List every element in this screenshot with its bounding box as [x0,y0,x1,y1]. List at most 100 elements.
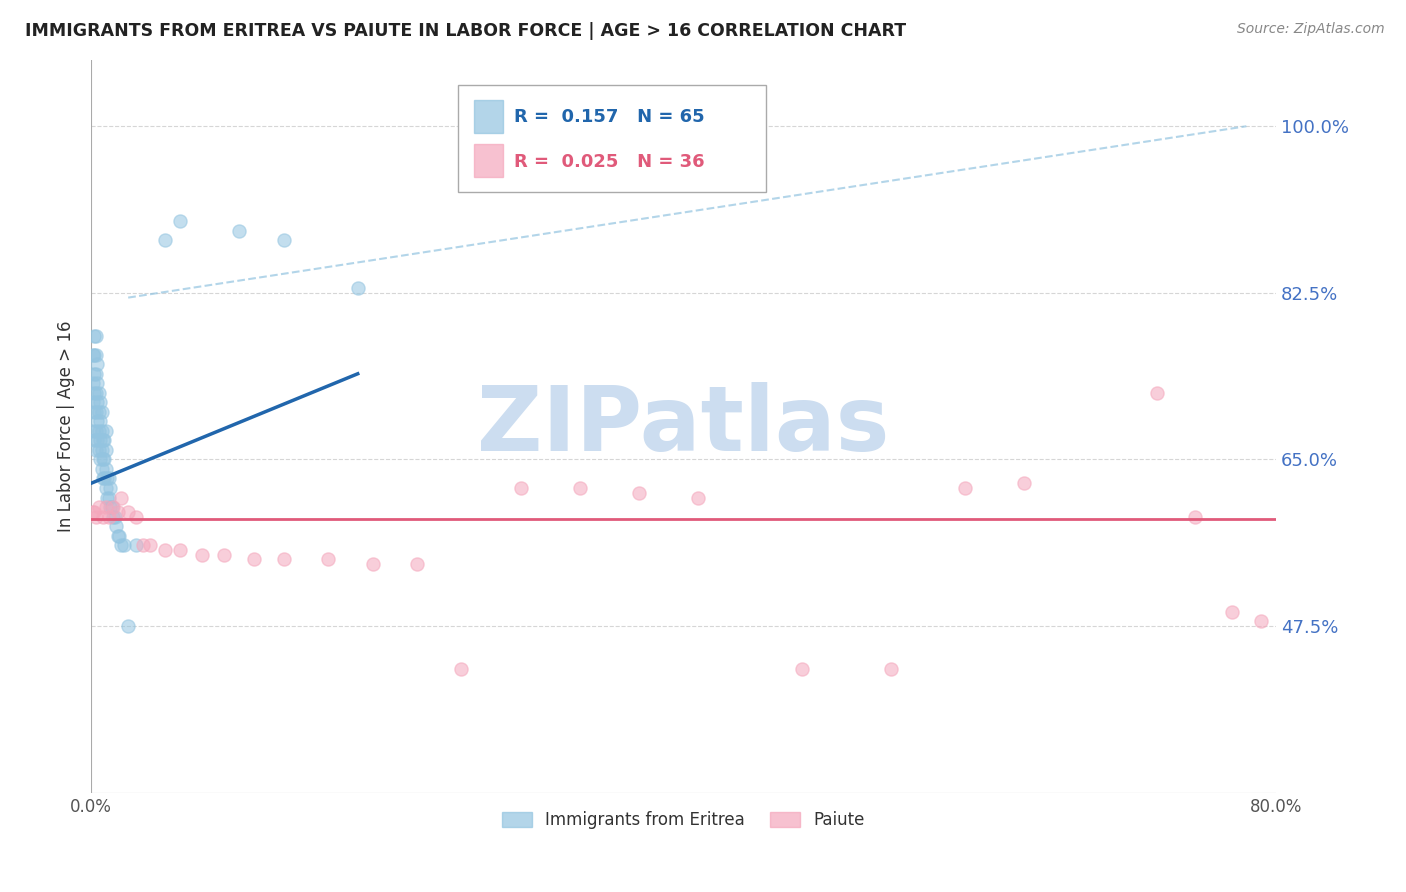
Point [568,481,591,495]
Point [94,500,117,514]
Legend: Immigrants from Eritrea, Paiute: Immigrants from Eritrea, Paiute [495,805,872,836]
Point [83,434,105,448]
Point [83,385,105,400]
Point [82,376,104,391]
Point [273,234,295,248]
Point [96,471,118,485]
Point [84,405,107,419]
Point [153,542,176,557]
Text: IMMIGRANTS FROM ERITREA VS PAIUTE IN LABOR FORCE | AGE > 16 CORRELATION CHART: IMMIGRANTS FROM ERITREA VS PAIUTE IN LAB… [25,22,907,40]
Point [105,519,128,533]
Point [316,552,339,566]
Point [91,471,114,485]
Point [1184,509,1206,524]
Bar [474,144,503,177]
Text: Source: ZipAtlas.com: Source: ZipAtlas.com [1237,22,1385,37]
Point [84,509,107,524]
Point [82,395,104,409]
Point [94,442,117,457]
Point [90,462,112,476]
Point [84,348,107,362]
Point [91,509,114,524]
Point [169,214,191,228]
Point [117,505,139,519]
Point [89,452,111,467]
Point [87,500,110,514]
Point [90,405,112,419]
Point [84,442,107,457]
Point [97,471,120,485]
Point [84,367,107,381]
Point [107,528,129,542]
Point [97,509,120,524]
Text: ZIPatlas: ZIPatlas [478,382,890,470]
Y-axis label: In Labor Force | Age > 16: In Labor Force | Age > 16 [58,320,75,532]
Point [86,357,108,371]
Point [82,348,104,362]
Point [273,552,295,566]
Point [214,548,236,562]
Point [89,395,111,409]
Point [90,424,112,438]
Point [112,538,135,552]
Point [94,481,117,495]
Point [108,528,131,542]
Point [124,509,146,524]
Point [509,481,531,495]
Point [628,485,651,500]
Point [101,500,124,514]
Point [87,405,110,419]
Point [103,509,125,524]
Point [1146,385,1168,400]
Point [86,414,108,428]
Point [104,509,127,524]
Text: R =  0.025   N = 36: R = 0.025 N = 36 [515,153,704,171]
Point [100,481,122,495]
Point [153,234,176,248]
Point [86,376,108,391]
Point [191,548,214,562]
Point [84,424,107,438]
Point [87,424,110,438]
Point [84,328,107,343]
Point [83,405,105,419]
Point [132,538,155,552]
Point [86,434,108,448]
Point [82,424,104,438]
Point [100,500,122,514]
Point [1012,476,1035,491]
Point [688,491,710,505]
Point [1250,615,1272,629]
Point [89,434,111,448]
Point [83,505,105,519]
Point [124,538,146,552]
Point [91,434,114,448]
Point [83,328,105,343]
Point [361,557,384,571]
Point [450,662,472,676]
Point [93,434,115,448]
Point [94,424,117,438]
Point [953,481,976,495]
Point [89,414,111,428]
Point [97,491,120,505]
Point [790,662,813,676]
Point [169,542,191,557]
Point [86,395,108,409]
Point [94,462,117,476]
Text: R =  0.157   N = 65: R = 0.157 N = 65 [515,108,704,126]
Point [117,619,139,633]
Point [82,505,104,519]
Point [406,557,429,571]
Point [243,552,266,566]
Point [228,224,250,238]
Point [346,281,368,295]
Point [83,348,105,362]
Point [110,538,132,552]
Point [110,491,132,505]
Point [880,662,903,676]
Point [1220,605,1243,619]
Point [83,367,105,381]
Point [84,385,107,400]
Point [107,505,129,519]
